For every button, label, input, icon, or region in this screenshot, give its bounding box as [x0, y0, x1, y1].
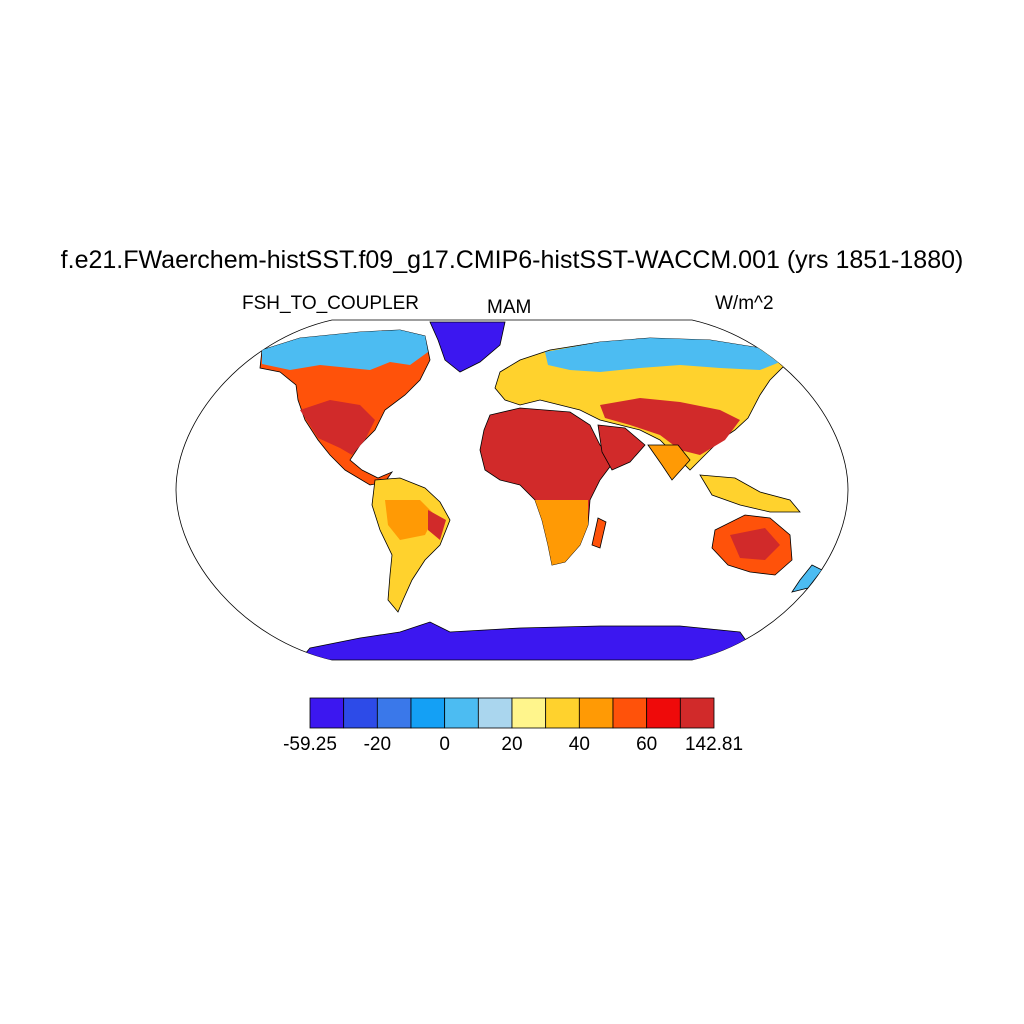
arabia [597, 424, 646, 471]
units-label: W/m^2 [715, 293, 774, 314]
colorbar-tick-label: 40 [568, 734, 590, 755]
africa-south [535, 500, 588, 565]
season-label: MAM [487, 297, 532, 318]
variable-label: FSH_TO_COUPLER [242, 293, 420, 314]
australia-hot [730, 528, 780, 560]
colorbar-swatch [612, 697, 648, 729]
greenland [429, 321, 506, 373]
colorbar-swatch [343, 697, 378, 729]
eurasia-north [545, 338, 780, 372]
antarctica [299, 621, 761, 660]
colorbar-swatch [444, 697, 479, 729]
colorbar-tick-label: -20 [363, 734, 392, 755]
new-zealand [791, 564, 823, 593]
south-america-east [428, 510, 446, 540]
colorbar-swatch [578, 697, 614, 729]
madagascar [591, 517, 607, 549]
south-america-warm [385, 500, 435, 540]
asia-hot [600, 398, 740, 455]
colorbar-swatch [477, 697, 513, 729]
colorbar-tick-label: -59.25 [283, 734, 337, 755]
figure-title: f.e21.FWaerchem-histSST.f09_g17.CMIP6-hi… [60, 246, 964, 274]
colorbar-tick-label: 20 [501, 734, 523, 755]
colorbar-swatch [410, 697, 446, 729]
colorbar-tick-label: 142.81 [684, 734, 744, 755]
colorbar-swatch [376, 697, 412, 729]
colorbar-swatch [511, 697, 547, 729]
colorbar-tick-label: 0 [439, 734, 450, 755]
colorbar-swatch [309, 697, 345, 729]
colorbar-swatch [545, 697, 580, 729]
colorbar-swatch [679, 697, 715, 729]
north-america-hot [300, 400, 375, 455]
colorbar-swatch [646, 697, 681, 729]
colorbar-tick-label: 60 [636, 734, 658, 755]
india [647, 444, 691, 481]
maritime-continent [699, 474, 801, 513]
north-america-arctic [262, 330, 428, 370]
